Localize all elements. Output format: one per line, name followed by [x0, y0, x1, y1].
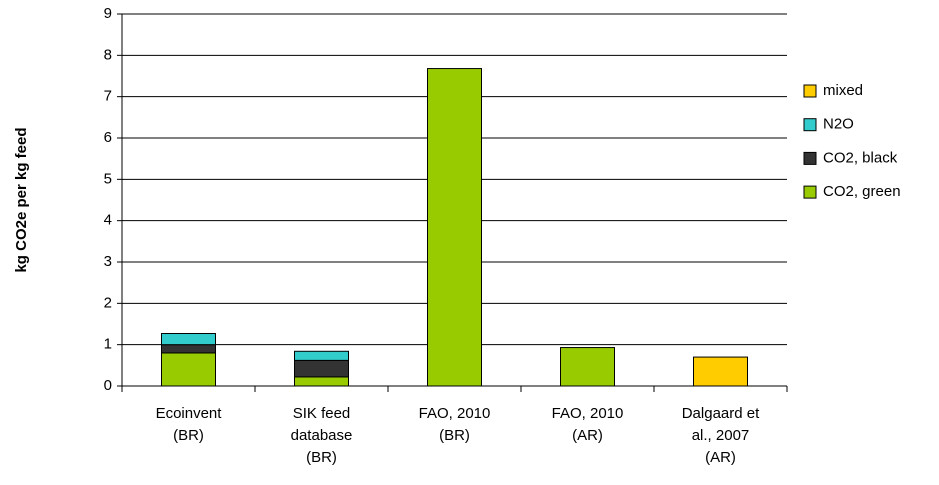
y-tick-label: 5 — [104, 170, 112, 187]
x-tick-label: Dalgaard et al., 2007 (AR) — [682, 405, 760, 466]
bar-segment — [294, 350, 349, 361]
y-tick-label: 1 — [104, 336, 112, 353]
x-tick-label: FAO, 2010 (BR) — [419, 405, 491, 444]
legend-swatch — [803, 151, 817, 165]
y-axis-label: kg CO2e per kg feed — [13, 127, 30, 272]
legend-label: CO2, black — [823, 149, 898, 166]
legend-label: mixed — [823, 82, 863, 99]
y-tick-label: 4 — [104, 212, 112, 229]
x-tick-label: FAO, 2010 (AR) — [552, 405, 624, 444]
y-tick-label: 6 — [104, 129, 112, 146]
legend-swatch — [803, 118, 817, 132]
y-tick-label: 0 — [104, 377, 112, 394]
bar-segment — [560, 347, 615, 387]
legend-label: CO2, green — [823, 183, 901, 200]
bar-segment — [427, 68, 482, 387]
legend-swatch — [803, 84, 817, 98]
y-tick-label: 7 — [104, 88, 112, 105]
y-tick-label: 9 — [104, 5, 112, 22]
bar-segment — [161, 333, 216, 346]
bar-segment — [161, 352, 216, 387]
y-tick-label: 8 — [104, 46, 112, 63]
bar-segment — [693, 356, 748, 387]
y-tick-label: 3 — [104, 253, 112, 270]
y-tick-label: 2 — [104, 294, 112, 311]
x-tick-label: Ecoinvent (BR) — [156, 405, 223, 444]
legend-swatch — [803, 185, 817, 199]
bar-segment — [294, 359, 349, 378]
x-tick-label: SIK feed database (BR) — [291, 405, 353, 466]
bar-segment — [294, 376, 349, 387]
legend-label: N2O — [823, 116, 854, 133]
bar-segment — [161, 344, 216, 354]
